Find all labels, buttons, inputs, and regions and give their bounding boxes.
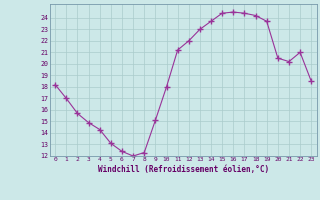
X-axis label: Windchill (Refroidissement éolien,°C): Windchill (Refroidissement éolien,°C) [98, 165, 269, 174]
